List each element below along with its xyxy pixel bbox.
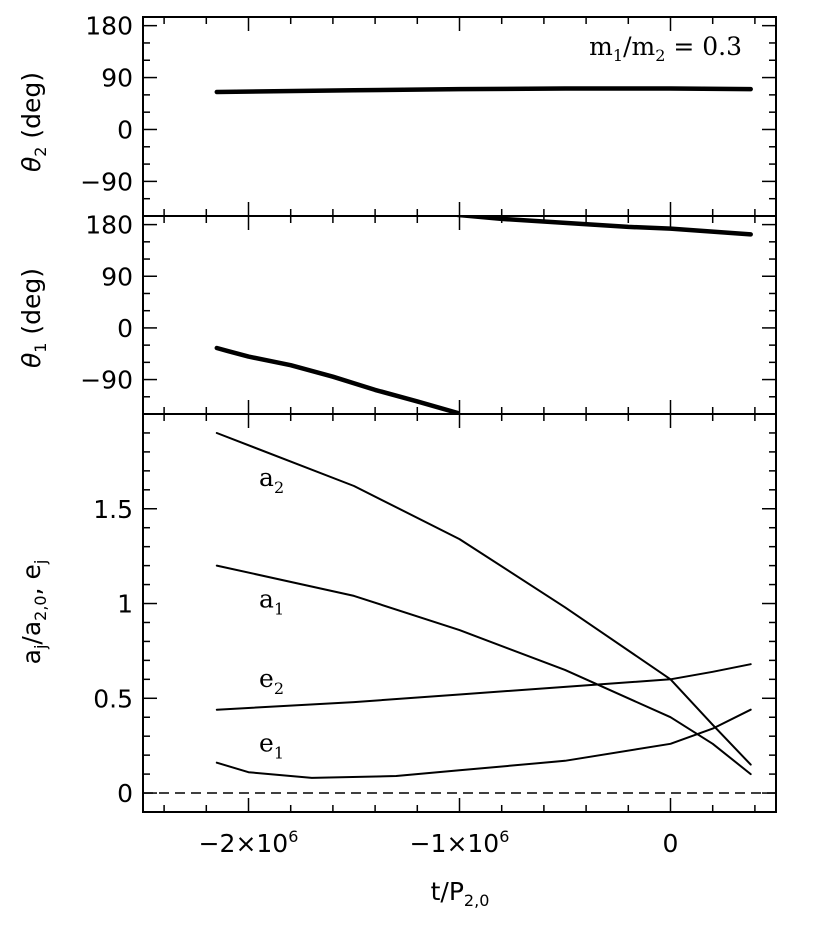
series-line-a1 — [215, 564, 752, 776]
series-group-theta1 — [214, 216, 753, 414]
series-line-theta2 — [214, 86, 753, 95]
mass-ratio-annotation: m1/m2 = 0.3 — [589, 32, 742, 65]
series-line-e1 — [215, 708, 752, 779]
y-tick-label: 90 — [101, 262, 133, 291]
y-tick-label: 1 — [117, 590, 133, 619]
y-tick-label: 0 — [117, 115, 133, 144]
series-label-a2: a2 — [259, 463, 284, 497]
panels: 180 90 0 −90 180 90 0 −90 0 0.5 1 1.5 a2 a1 e2 e1 −2×106… — [80, 12, 777, 858]
series-label-e1: e1 — [259, 728, 284, 762]
series-line-theta1-late — [455, 216, 753, 237]
series-group-ae — [215, 432, 752, 779]
series-group-theta2 — [214, 86, 753, 95]
y-tick-label: 0.5 — [93, 684, 133, 713]
y-tick-label: 0 — [117, 314, 133, 343]
series-line-theta1-early — [214, 345, 460, 414]
panel-ae: 0 0.5 1 1.5 a2 a1 e2 e1 — [93, 413, 777, 813]
y-tick-label: 0 — [117, 779, 133, 808]
series-line-a2 — [215, 432, 752, 766]
panel-theta1: 180 90 0 −90 — [80, 211, 777, 415]
y-tick-label: 90 — [101, 64, 133, 93]
series-line-e2 — [215, 663, 752, 711]
y-tick-label: 1.5 — [93, 495, 133, 524]
series-label-e2: e2 — [259, 664, 284, 698]
y-tick-label: 180 — [85, 211, 133, 240]
theta1-axis-title: θ1 (deg) — [17, 268, 50, 368]
x-tick-label: −1×106 — [410, 827, 510, 858]
y-tick-label: 180 — [85, 12, 133, 41]
panel-frame-ae — [142, 413, 777, 813]
x-tick-label: −2×106 — [199, 827, 299, 858]
y-tick-label: −90 — [80, 366, 133, 395]
theta2-axis-title: θ2 (deg) — [17, 72, 50, 172]
x-tick-label: 0 — [663, 829, 679, 858]
y-tick-label: −90 — [80, 167, 133, 196]
x-axis-title: t/P2,0 — [431, 877, 490, 910]
series-label-a1: a1 — [259, 584, 284, 618]
ae-axis-title: aj/a2,0, ej — [17, 560, 50, 665]
panel-frame-theta1 — [142, 215, 777, 415]
